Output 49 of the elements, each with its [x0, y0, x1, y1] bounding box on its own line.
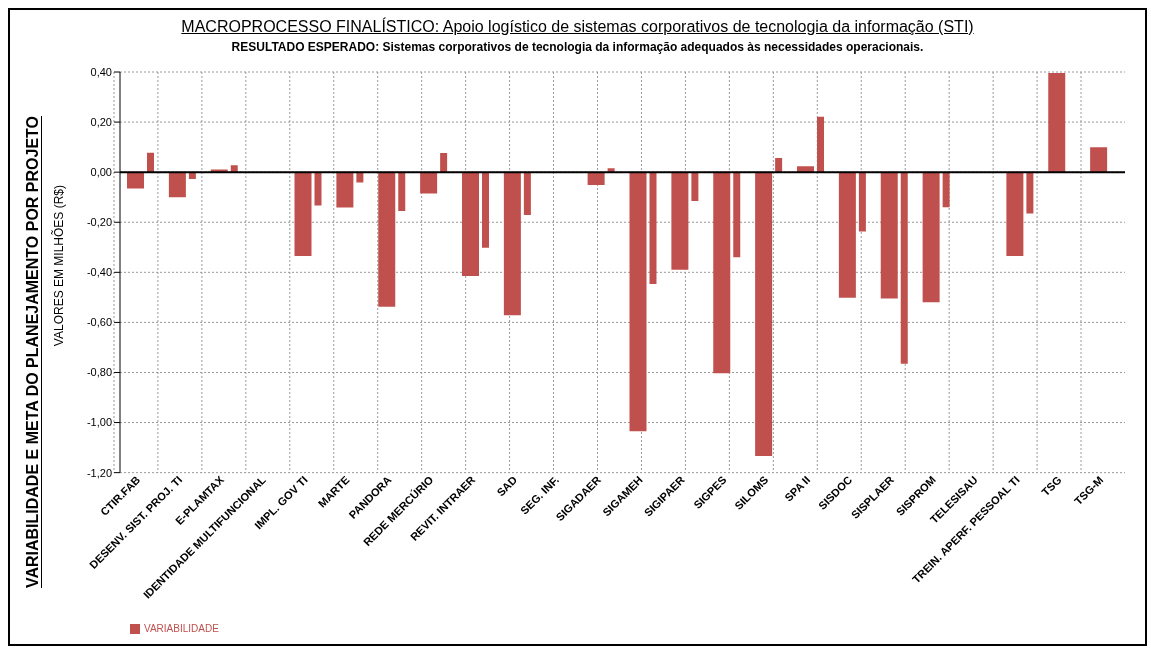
- bar: [649, 172, 657, 285]
- bar: [378, 172, 396, 307]
- chart-title: MACROPROCESSO FINALÍSTICO: Apoio logístico de sistemas corporativos de tecnologia da informação (STI): [180, 18, 975, 36]
- y-tick-label: 0,40: [90, 65, 112, 78]
- y-tick-label: 0,00: [90, 166, 112, 179]
- bar: [336, 172, 354, 208]
- text: VALORES EM MILHÕES (R$): [52, 185, 66, 347]
- y-tick-label: -0,20: [86, 216, 112, 229]
- bar: [314, 172, 322, 206]
- bar: [168, 172, 186, 198]
- y-tick-label: -0,80: [86, 366, 112, 379]
- bar: [733, 172, 741, 258]
- bar: [713, 172, 731, 374]
- y-tick-label: -0,40: [86, 266, 112, 279]
- bar: [880, 172, 898, 299]
- bar: [838, 172, 856, 298]
- x-tick-label: SPA II: [782, 473, 813, 504]
- bar: [503, 172, 521, 316]
- x-tick-label: TSG: [1039, 473, 1064, 499]
- legend-label: VARIABILIDADE: [144, 622, 219, 634]
- bar: [900, 172, 908, 364]
- bar: [1048, 73, 1066, 173]
- bar: [629, 172, 647, 432]
- bar: [420, 172, 438, 194]
- y-tick-label: -0,60: [86, 316, 112, 329]
- bar: [294, 172, 312, 257]
- bar: [858, 172, 866, 232]
- bar: [1026, 172, 1034, 214]
- bar: [671, 172, 689, 270]
- bar: [523, 172, 531, 215]
- bar: [775, 157, 783, 173]
- bar: [942, 172, 950, 208]
- bar: [398, 172, 406, 211]
- bar: [922, 172, 940, 303]
- bar: [482, 172, 489, 248]
- bar: [1006, 172, 1024, 257]
- y-tick-label: 0,20: [90, 115, 112, 128]
- bar: [817, 116, 824, 173]
- bar: [440, 152, 448, 173]
- bar: [755, 172, 773, 457]
- bar: [691, 172, 699, 201]
- chart-subtitle: RESULTADO ESPERADO: Sistemas corporativos de tecnologia da informação adequados às necessidades operacionais.: [230, 40, 925, 54]
- bar: [127, 172, 144, 189]
- bar: [1090, 147, 1108, 173]
- y-axis-title: VARIABILIDADE E META DO PLANEJAMENTO POR PROJETO: [24, 115, 42, 589]
- bar: [587, 172, 605, 185]
- bar: [147, 152, 154, 173]
- bar: [462, 172, 479, 277]
- y-tick-label: -1,00: [86, 416, 112, 429]
